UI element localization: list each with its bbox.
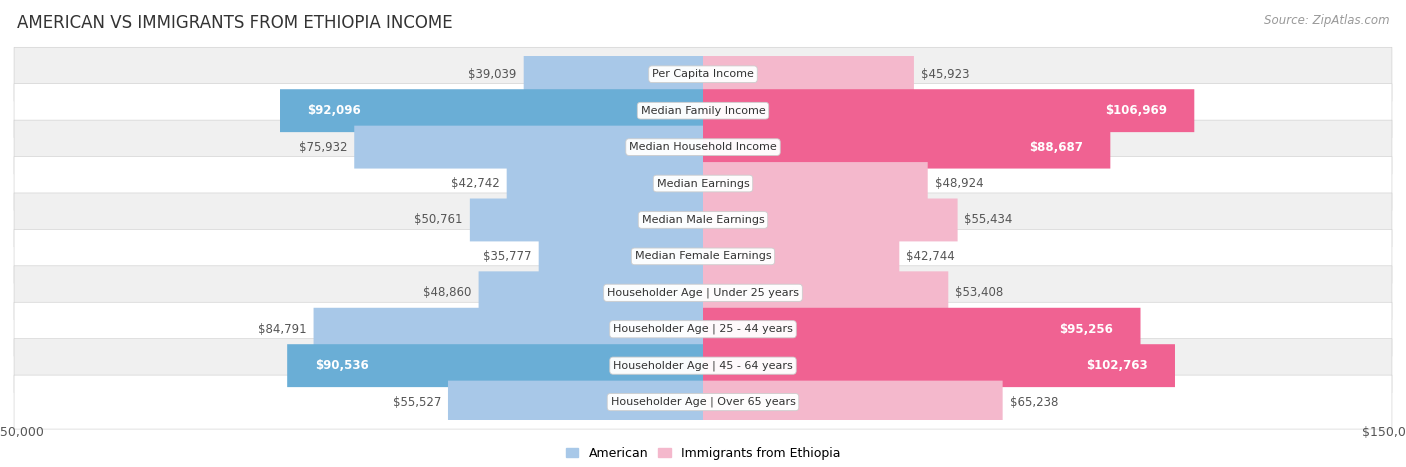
FancyBboxPatch shape [703, 89, 1194, 132]
FancyBboxPatch shape [14, 120, 1392, 174]
FancyBboxPatch shape [14, 156, 1392, 211]
FancyBboxPatch shape [14, 193, 1392, 247]
FancyBboxPatch shape [703, 162, 928, 205]
Text: $55,527: $55,527 [392, 396, 441, 409]
FancyBboxPatch shape [14, 84, 1392, 138]
Text: Median Earnings: Median Earnings [657, 178, 749, 189]
Text: Householder Age | Over 65 years: Householder Age | Over 65 years [610, 397, 796, 407]
Text: $42,742: $42,742 [451, 177, 499, 190]
Text: Householder Age | 25 - 44 years: Householder Age | 25 - 44 years [613, 324, 793, 334]
FancyBboxPatch shape [478, 271, 703, 314]
Text: $84,791: $84,791 [259, 323, 307, 336]
Text: $48,924: $48,924 [935, 177, 983, 190]
FancyBboxPatch shape [14, 47, 1392, 101]
FancyBboxPatch shape [14, 339, 1392, 393]
Text: Householder Age | Under 25 years: Householder Age | Under 25 years [607, 288, 799, 298]
Text: $106,969: $106,969 [1105, 104, 1167, 117]
Text: $92,096: $92,096 [308, 104, 361, 117]
FancyBboxPatch shape [703, 308, 1140, 351]
FancyBboxPatch shape [280, 89, 703, 132]
Text: $65,238: $65,238 [1010, 396, 1057, 409]
Text: $95,256: $95,256 [1059, 323, 1114, 336]
FancyBboxPatch shape [449, 381, 703, 424]
FancyBboxPatch shape [703, 53, 914, 96]
Text: Householder Age | 45 - 64 years: Householder Age | 45 - 64 years [613, 361, 793, 371]
Legend: American, Immigrants from Ethiopia: American, Immigrants from Ethiopia [561, 442, 845, 465]
Text: Median Male Earnings: Median Male Earnings [641, 215, 765, 225]
Text: $35,777: $35,777 [484, 250, 531, 263]
Text: $55,434: $55,434 [965, 213, 1012, 226]
FancyBboxPatch shape [523, 53, 703, 96]
FancyBboxPatch shape [538, 235, 703, 278]
FancyBboxPatch shape [14, 229, 1392, 283]
Text: Source: ZipAtlas.com: Source: ZipAtlas.com [1264, 14, 1389, 27]
FancyBboxPatch shape [703, 235, 900, 278]
Text: $50,761: $50,761 [415, 213, 463, 226]
Text: $42,744: $42,744 [907, 250, 955, 263]
Text: AMERICAN VS IMMIGRANTS FROM ETHIOPIA INCOME: AMERICAN VS IMMIGRANTS FROM ETHIOPIA INC… [17, 14, 453, 32]
FancyBboxPatch shape [703, 198, 957, 241]
FancyBboxPatch shape [14, 375, 1392, 429]
Text: Per Capita Income: Per Capita Income [652, 69, 754, 79]
Text: $48,860: $48,860 [423, 286, 471, 299]
Text: Median Family Income: Median Family Income [641, 106, 765, 116]
Text: $53,408: $53,408 [955, 286, 1004, 299]
FancyBboxPatch shape [703, 271, 948, 314]
FancyBboxPatch shape [506, 162, 703, 205]
FancyBboxPatch shape [14, 302, 1392, 356]
Text: $90,536: $90,536 [315, 359, 368, 372]
Text: Median Female Earnings: Median Female Earnings [634, 251, 772, 262]
Text: $39,039: $39,039 [468, 68, 517, 81]
FancyBboxPatch shape [703, 344, 1175, 387]
FancyBboxPatch shape [314, 308, 703, 351]
Text: Median Household Income: Median Household Income [628, 142, 778, 152]
Text: $45,923: $45,923 [921, 68, 969, 81]
FancyBboxPatch shape [470, 198, 703, 241]
Text: $75,932: $75,932 [299, 141, 347, 154]
Text: $88,687: $88,687 [1029, 141, 1083, 154]
FancyBboxPatch shape [354, 126, 703, 169]
Text: $102,763: $102,763 [1085, 359, 1147, 372]
FancyBboxPatch shape [287, 344, 703, 387]
FancyBboxPatch shape [14, 266, 1392, 320]
FancyBboxPatch shape [703, 381, 1002, 424]
FancyBboxPatch shape [703, 126, 1111, 169]
